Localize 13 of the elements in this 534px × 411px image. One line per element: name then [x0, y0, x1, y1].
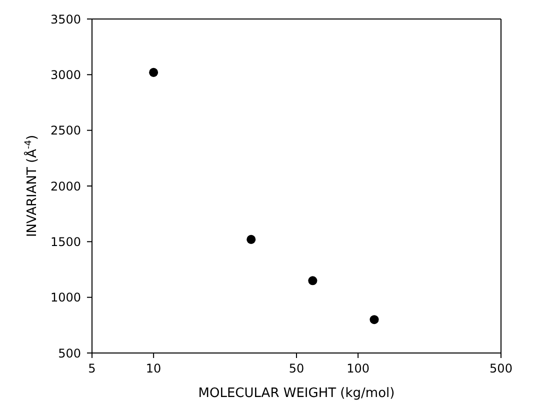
- y-tick-label: 2500: [50, 124, 81, 138]
- y-tick-label: 2000: [50, 179, 81, 194]
- x-tick-label: 100: [346, 362, 370, 376]
- x-axis-title: MOLECULAR WEIGHT (kg/mol): [198, 386, 395, 401]
- y-tick-label: 1000: [50, 290, 81, 305]
- x-tick-label: 50: [288, 362, 304, 376]
- x-tick-label: 500: [490, 362, 512, 376]
- x-tick-label: 5: [88, 362, 96, 376]
- y-tick-label: 3500: [50, 12, 81, 26]
- y-tick-label: 1500: [50, 234, 81, 249]
- y-tick-label: 500: [58, 346, 81, 360]
- y-tick-label: 3000: [50, 68, 81, 82]
- x-tick-label: 10: [146, 362, 162, 376]
